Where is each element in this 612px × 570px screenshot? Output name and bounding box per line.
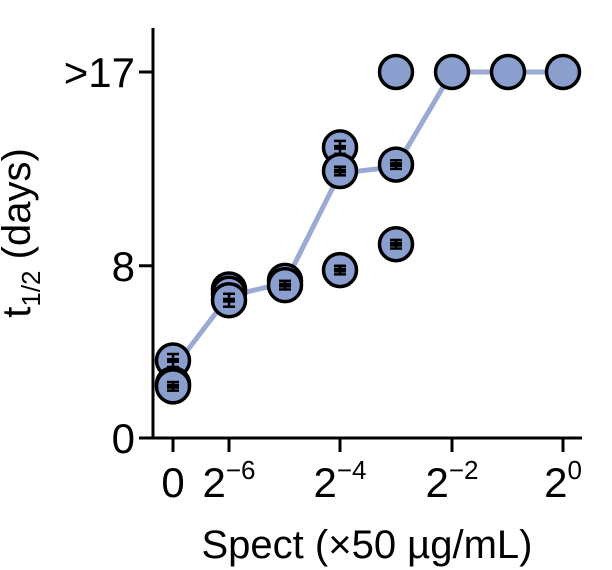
data-point xyxy=(377,53,415,91)
data-point xyxy=(544,53,582,91)
y-tick-label: >17 xyxy=(64,49,135,96)
mean-marker xyxy=(167,383,179,389)
x-tick-label: 2−2 xyxy=(425,455,478,506)
x-tick-label: 2−6 xyxy=(202,455,255,506)
plot-area xyxy=(154,53,582,405)
mean-marker xyxy=(279,282,291,288)
data-point xyxy=(489,53,527,91)
mean-marker xyxy=(334,168,346,174)
y-axis: 0 8 >17 t1/2 (days) xyxy=(0,28,155,462)
y-tick-label: 0 xyxy=(112,415,135,462)
mean-marker xyxy=(334,144,346,150)
mean-marker xyxy=(334,267,346,273)
y-tick-label: 8 xyxy=(112,243,135,290)
x-tick-label: 2−4 xyxy=(313,455,366,506)
mean-marker xyxy=(390,241,402,247)
x-axis-label: Spect (×50 µg/mL) xyxy=(202,523,533,567)
trend-line xyxy=(171,69,563,371)
x-tick-label: 0 xyxy=(161,459,184,506)
x-tick-label: 20 xyxy=(544,455,582,506)
mean-marker xyxy=(167,357,179,363)
data-point xyxy=(433,53,471,91)
mean-marker xyxy=(390,162,402,168)
y-axis-label: t1/2 (days) xyxy=(0,148,46,318)
mean-marker xyxy=(223,297,235,303)
